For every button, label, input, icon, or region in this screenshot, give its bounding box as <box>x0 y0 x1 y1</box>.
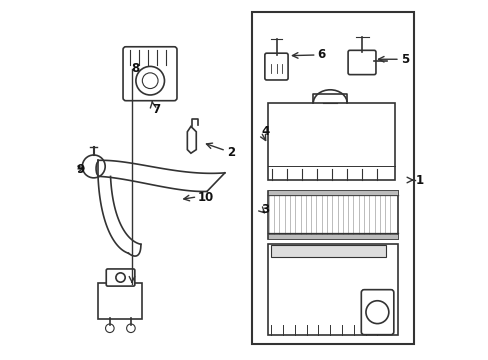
FancyBboxPatch shape <box>361 290 393 335</box>
Text: 7: 7 <box>152 103 161 116</box>
FancyBboxPatch shape <box>267 191 397 239</box>
FancyBboxPatch shape <box>98 283 142 319</box>
FancyBboxPatch shape <box>123 47 177 101</box>
FancyBboxPatch shape <box>267 103 394 180</box>
FancyBboxPatch shape <box>267 190 397 195</box>
Text: 9: 9 <box>76 163 84 176</box>
Text: 8: 8 <box>131 62 139 75</box>
Text: 2: 2 <box>226 146 234 159</box>
FancyBboxPatch shape <box>264 53 287 80</box>
Text: 1: 1 <box>414 174 423 186</box>
Text: 3: 3 <box>261 203 269 216</box>
Text: 6: 6 <box>317 49 325 62</box>
FancyBboxPatch shape <box>271 246 385 257</box>
FancyBboxPatch shape <box>267 244 397 336</box>
FancyBboxPatch shape <box>267 234 397 239</box>
Text: 5: 5 <box>400 53 408 66</box>
Text: 4: 4 <box>261 125 269 138</box>
FancyBboxPatch shape <box>347 50 375 75</box>
FancyBboxPatch shape <box>251 12 413 344</box>
Text: 10: 10 <box>198 192 214 204</box>
FancyBboxPatch shape <box>106 269 135 286</box>
